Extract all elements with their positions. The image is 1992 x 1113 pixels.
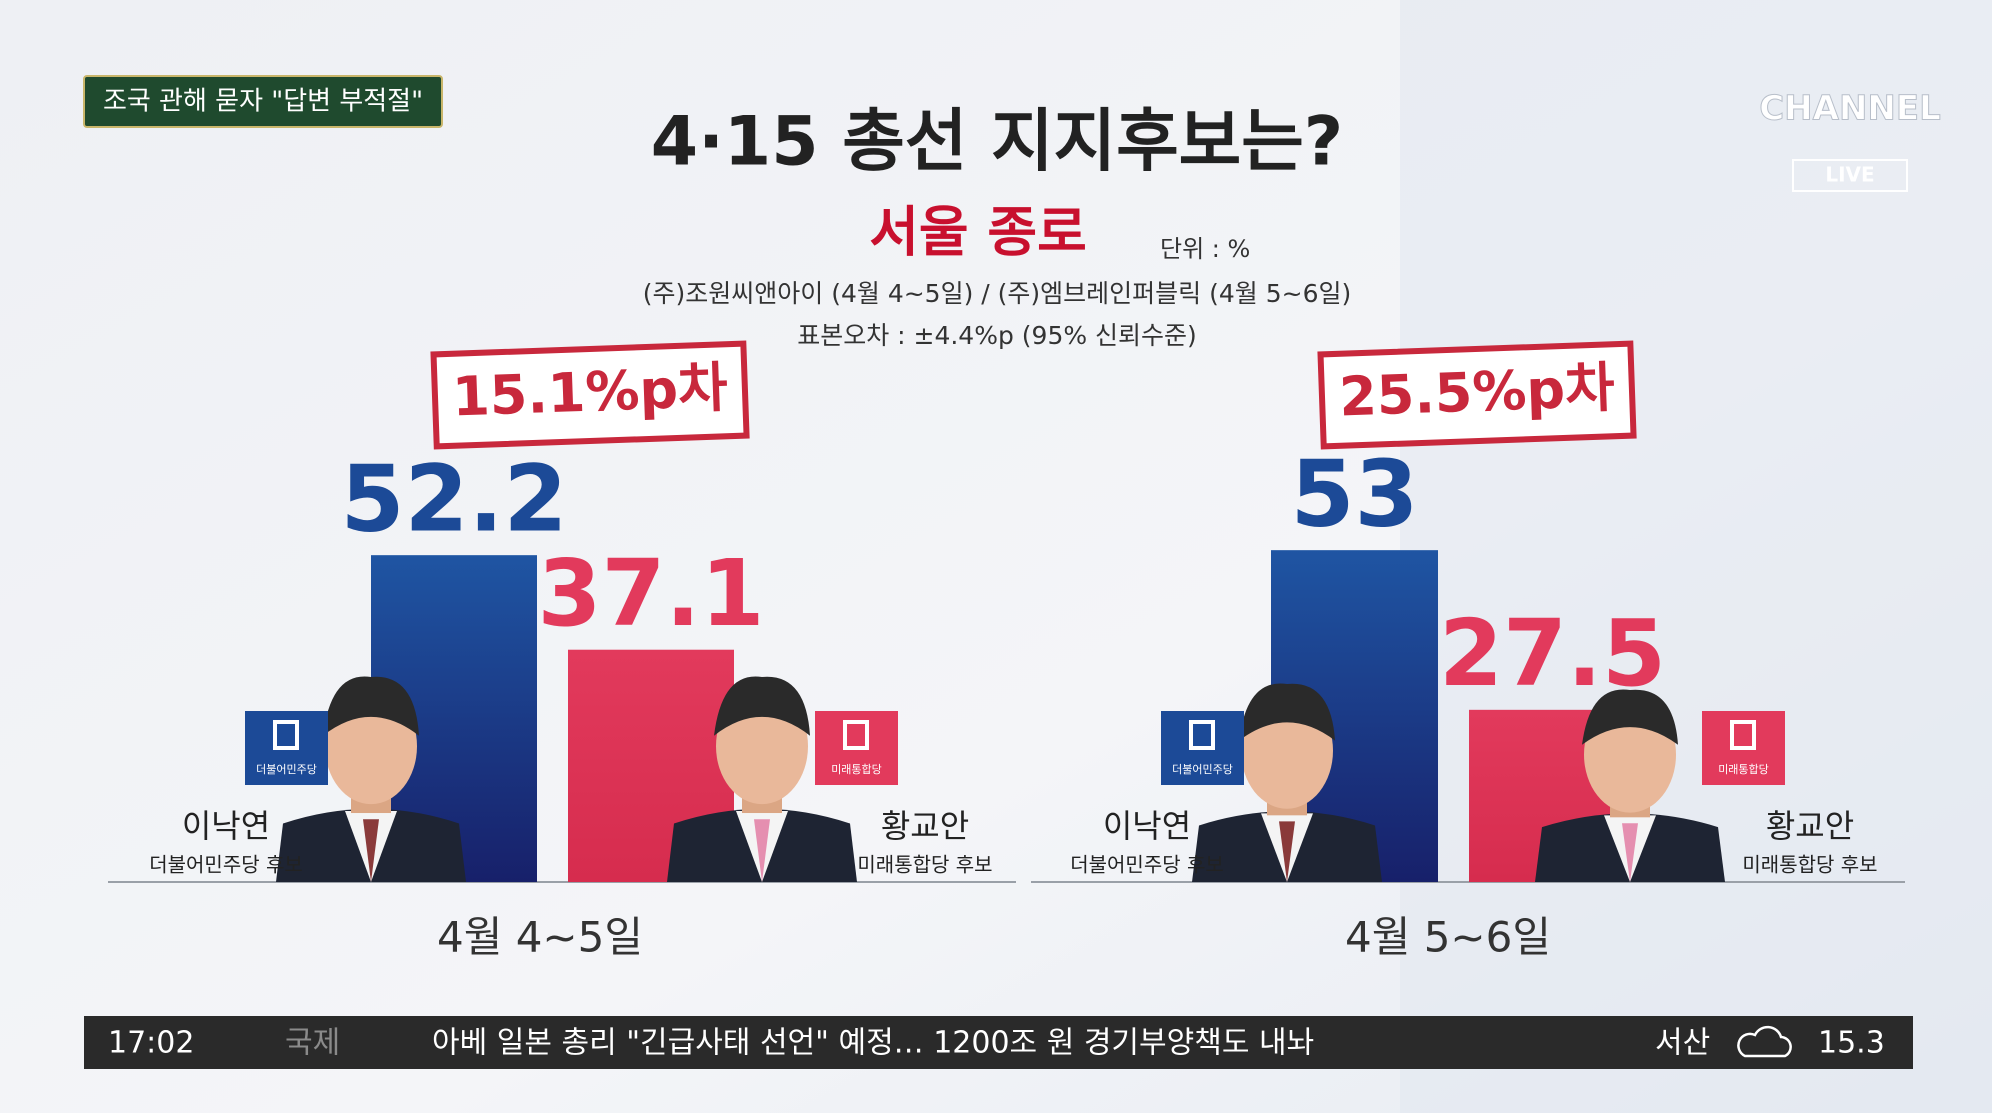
party-logo-text: 미래통합당 — [1718, 763, 1769, 776]
candidate-name: 이낙연 — [1103, 807, 1191, 845]
stamp: 25.5%p차 — [1317, 340, 1637, 450]
unit: 단위 : % — [1160, 235, 1250, 263]
live-label: LIVE — [1825, 163, 1874, 187]
candidate-name: 황교안 — [1766, 807, 1854, 845]
party-logo-mark — [1189, 720, 1215, 750]
candidate-name: 황교안 — [881, 807, 969, 845]
hair — [1582, 689, 1678, 745]
x-label: 4월 5~6일 — [1345, 913, 1551, 962]
candidate-name: 이낙연 — [182, 807, 270, 845]
tie — [1279, 821, 1295, 882]
background-panel — [1400, 0, 1992, 1113]
ticker-section: 국제 — [285, 1026, 340, 1061]
candidate-photo — [667, 676, 857, 882]
top-banner — [83, 75, 443, 128]
live-box — [1792, 159, 1908, 192]
party-logo-text: 미래통합당 — [831, 763, 882, 776]
stamp: 15.1%p차 — [430, 340, 750, 450]
tie — [1622, 823, 1638, 882]
value-label: 27.5 — [1439, 600, 1666, 707]
candidate-caption: 더불어민주당 후보 — [149, 853, 303, 877]
stamp-box — [1317, 340, 1637, 450]
ticker-bar — [84, 1016, 1913, 1069]
candidate-caption: 미래통합당 후보 — [857, 853, 992, 877]
ticker-time: 17:02 — [108, 1026, 194, 1061]
title: 4·15 총선 지지후보는? — [651, 103, 1344, 182]
x-label: 4월 4~5일 — [437, 913, 643, 962]
candidate-caption: 더불어민주당 후보 — [1070, 853, 1224, 877]
hair — [323, 676, 419, 736]
stamp-box — [430, 340, 750, 450]
tie — [363, 819, 379, 882]
ticker-headline: 아베 일본 총리 "긴급사태 선언" 예정… 1200조 원 경기부양책도 내놔 — [432, 1026, 1314, 1061]
sample-error: 표본오차 : ±4.4%p (95% 신뢰수준) — [797, 321, 1197, 350]
source: (주)조원씨앤아이 (4월 4~5일) / (주)엠브레인퍼블릭 (4월 5~6… — [643, 279, 1351, 308]
channel-logo: CHANNEL — [1759, 89, 1941, 129]
candidate-photo — [276, 676, 466, 882]
ticker-temperature: 15.3 — [1818, 1026, 1885, 1061]
candidate-photo — [1535, 689, 1725, 882]
hair — [714, 676, 810, 736]
party-logo-text: 더불어민주당 — [256, 763, 317, 776]
party-logo-text: 더불어민주당 — [1172, 763, 1233, 776]
stamp-text: 15.1%p차 — [451, 356, 729, 429]
banner-text: 조국 관해 묻자 "답변 부적절" — [103, 87, 423, 117]
tie — [754, 819, 770, 882]
value-label: 53 — [1290, 441, 1418, 548]
value-label: 52.2 — [341, 446, 568, 553]
value-label: 37.1 — [538, 540, 765, 647]
ticker-city: 서산 — [1655, 1026, 1710, 1061]
party-logo-mark — [843, 720, 869, 750]
hair — [1239, 683, 1335, 741]
weather-icon — [1737, 1025, 1792, 1058]
stamp-text: 25.5%p차 — [1338, 356, 1616, 429]
candidate-caption: 미래통합당 후보 — [1742, 853, 1877, 877]
party-logo-mark — [273, 720, 299, 750]
party-logo-mark — [1730, 720, 1756, 750]
subtitle: 서울 종로 — [869, 201, 1087, 264]
candidate-photo — [1192, 683, 1382, 882]
